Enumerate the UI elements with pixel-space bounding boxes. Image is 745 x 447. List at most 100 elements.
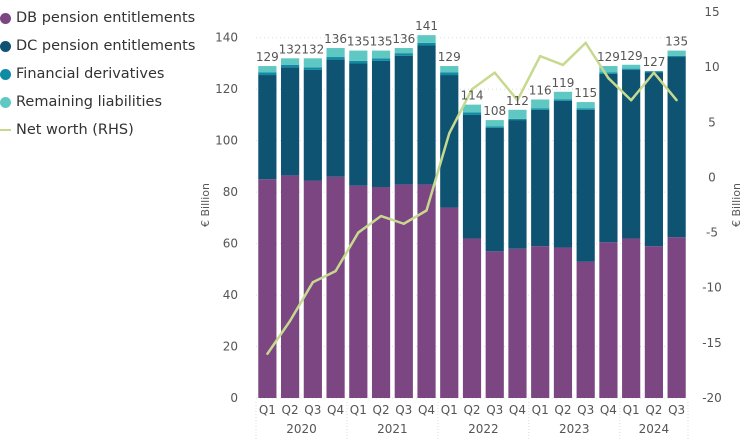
y-tick-label-right: -10 [702, 281, 722, 295]
legend-label-networth: Net worth (RHS) [16, 122, 134, 138]
net-worth-point [379, 214, 383, 218]
legend-swatch-derivatives [0, 68, 11, 80]
bar-segment-dc [349, 63, 368, 186]
y-axis-title-left: € Billion [199, 183, 212, 227]
x-tick-label: Q1 [350, 403, 367, 417]
bar-segment-dc [508, 120, 527, 249]
y-tick-label-right: 0 [708, 170, 716, 184]
x-tick-label: Q4 [418, 403, 435, 417]
legend-item-networth: Net worth (RHS) [0, 116, 200, 144]
bar-segment-db [281, 175, 300, 398]
bar-segment-remaining [349, 50, 368, 61]
bar-segment-remaining [508, 109, 527, 119]
x-tick-label: Q2 [645, 403, 662, 417]
legend-item-db: DB pension entitlements [0, 4, 200, 32]
bar-total-label: 136 [324, 32, 347, 46]
y-tick-label-right: -15 [702, 336, 722, 350]
bar-total-label: 136 [392, 32, 415, 46]
bar-segment-derivatives [576, 108, 595, 110]
x-tick-label: Q1 [532, 403, 549, 417]
bar-segment-dc [667, 57, 686, 238]
y-tick-label-right: -5 [706, 226, 718, 240]
bar-segment-derivatives [485, 126, 504, 128]
bar-segment-db [622, 238, 641, 398]
bar-segment-remaining [576, 102, 595, 109]
net-worth-point [357, 231, 360, 234]
bar-segment-derivatives [531, 108, 550, 110]
bar-segment-db [371, 186, 391, 398]
net-worth-point [607, 76, 610, 80]
axes: 0 20 40 60 80 100 120 140 -20 -15 -10 -5 0 5 10 15 Q1 Q2 Q… [199, 5, 743, 440]
x-tick-label: Q4 [600, 403, 617, 417]
x-tick-label: Q3 [395, 403, 412, 417]
y-tick-label-right: 15 [704, 5, 719, 19]
legend-swatch-networth [0, 129, 11, 131]
bar-segment-dc [394, 55, 413, 185]
bar-total-label: 129 [620, 49, 643, 63]
bar-segment-dc [440, 75, 459, 208]
bar-segment-remaining [531, 99, 550, 109]
net-worth-point [629, 99, 633, 102]
x-tick-label: Q3 [304, 403, 321, 417]
y-tick-label-left: 0 [230, 391, 238, 405]
bar-segment-derivatives [508, 118, 527, 121]
net-worth-point [402, 222, 405, 225]
x-tick-label: Q1 [259, 403, 276, 417]
bar-segment-derivatives [371, 58, 391, 61]
bar-segment-remaining [440, 66, 459, 73]
bar-segment-remaining [281, 58, 300, 65]
bar-segment-db [258, 179, 277, 398]
x-tick-label: Q2 [463, 403, 480, 417]
bar-total-label: 119 [551, 76, 574, 90]
net-worth-point [652, 71, 656, 74]
bar-segment-dc [553, 100, 573, 248]
net-worth-point [470, 88, 474, 91]
legend-item-derivatives: Financial derivatives [0, 60, 200, 88]
x-tick-label: Q2 [282, 403, 299, 417]
net-worth-point [493, 71, 496, 74]
bar-segment-remaining [417, 35, 436, 43]
bar-segment-derivatives [281, 64, 300, 68]
bar-total-label: 129 [438, 50, 461, 64]
y-tick-label-left: 40 [223, 288, 238, 302]
bar-total-label: 108 [483, 104, 506, 118]
net-worth-point [561, 63, 565, 67]
net-worth-point [516, 99, 519, 102]
bar-segment-remaining [462, 104, 482, 113]
bar-segment-derivatives [417, 42, 436, 46]
legend-swatch-db [0, 12, 11, 24]
x-tick-label: Q1 [441, 403, 458, 417]
bar-segment-dc [599, 73, 618, 243]
y-tick-label-left: 120 [215, 82, 238, 96]
bar-stacks [258, 35, 686, 398]
bar-segment-derivatives [462, 112, 482, 115]
bar-segment-remaining [303, 58, 322, 68]
x-year-label: 2020 [286, 422, 317, 436]
bar-segment-db [599, 242, 618, 398]
y-tick-label-left: 60 [223, 237, 238, 251]
legend-label-remaining: Remaining liabilities [16, 94, 163, 110]
bar-segment-dc [371, 60, 391, 187]
x-tick-label: Q4 [509, 403, 526, 417]
y-tick-label-right: 5 [708, 115, 716, 129]
bar-segment-derivatives [258, 72, 277, 76]
net-worth-point [288, 319, 292, 322]
bar-segment-derivatives [622, 68, 641, 70]
bar-segment-derivatives [553, 99, 573, 101]
bar-segment-dc [258, 75, 277, 180]
bar-total-label: 112 [506, 94, 529, 108]
x-tick-label: Q3 [486, 403, 503, 417]
x-year-label: 2022 [468, 422, 499, 436]
legend-label-dc: DC pension entitlements [16, 38, 196, 54]
x-year-label: 2021 [377, 422, 408, 436]
x-tick-label: Q1 [623, 403, 640, 417]
bar-segment-db [326, 176, 345, 398]
bar-segment-dc [531, 109, 550, 247]
bar-total-label: 135 [347, 35, 370, 49]
bar-segment-dc [576, 109, 595, 262]
bar-total-label: 141 [415, 19, 438, 33]
bar-segment-remaining [326, 48, 345, 58]
net-worth-point [448, 132, 451, 135]
